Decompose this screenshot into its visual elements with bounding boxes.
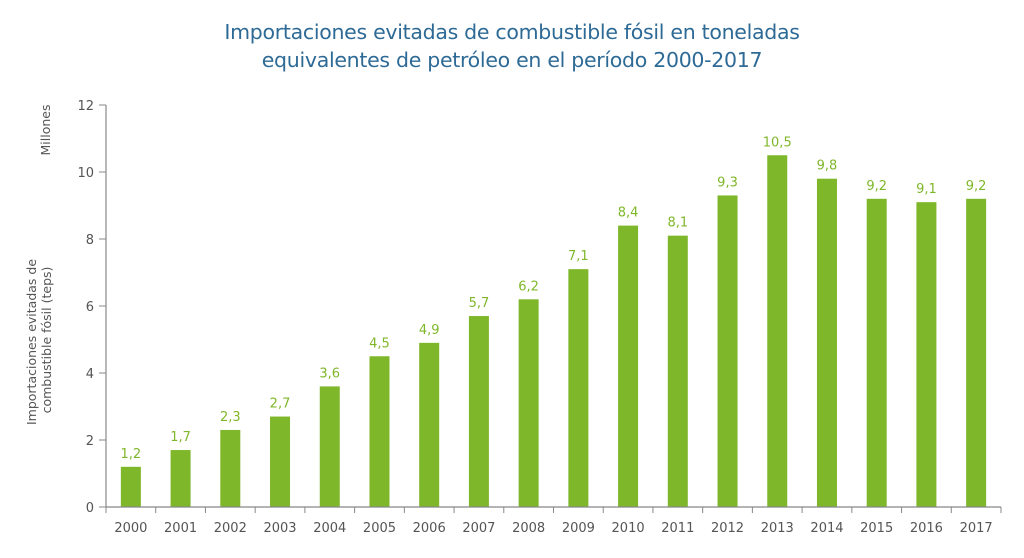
bar-2016 <box>916 202 937 507</box>
data-label-2012: 9,3 <box>717 175 738 190</box>
data-label-2000: 1,2 <box>121 447 142 462</box>
y-tick-label-6: 6 <box>86 300 94 315</box>
data-label-2003: 2,7 <box>270 397 291 412</box>
bar-2008 <box>518 299 539 507</box>
y-axis-title: Importaciones evitadas de combustible fó… <box>24 255 54 425</box>
x-tick-label-2017: 2017 <box>960 521 993 536</box>
bar-2004 <box>319 386 340 507</box>
bar-2013 <box>767 155 788 507</box>
x-tick-label-2012: 2012 <box>711 521 744 536</box>
x-tick-label-2014: 2014 <box>810 521 843 536</box>
data-label-2013: 10,5 <box>763 135 792 150</box>
bar-2017 <box>966 198 987 508</box>
data-label-2001: 1,7 <box>170 430 191 445</box>
data-labels-group: 1,2 1,7 2,3 2,7 3,6 4,5 4,9 5,7 6,2 7,1 8,4 8,1 9,3 1… <box>121 135 987 462</box>
data-label-2014: 9,8 <box>817 159 838 174</box>
x-tick-label-2015: 2015 <box>860 521 893 536</box>
bar-2000 <box>120 466 141 507</box>
data-label-2017: 9,2 <box>966 179 987 194</box>
data-label-2008: 6,2 <box>518 279 539 294</box>
bar-2005 <box>369 356 390 507</box>
x-tick-label-2002: 2002 <box>214 521 247 536</box>
y-axis-title-line-1: Importaciones evitadas de <box>24 259 39 425</box>
data-label-2007: 5,7 <box>469 296 490 311</box>
bar-2011 <box>667 235 688 507</box>
y-unit-label: Millones <box>38 105 53 156</box>
bar-2001 <box>170 450 191 507</box>
data-label-2004: 3,6 <box>319 366 340 381</box>
x-tick-label-2013: 2013 <box>761 521 794 536</box>
bar-2006 <box>419 342 440 507</box>
bar-2009 <box>568 269 589 507</box>
bar-2010 <box>618 225 639 507</box>
x-tick-label-2010: 2010 <box>612 521 645 536</box>
data-label-2011: 8,1 <box>667 216 688 231</box>
x-tick-label-2011: 2011 <box>661 521 694 536</box>
y-tick-label-12: 12 <box>77 99 94 114</box>
y-tick-label-10: 10 <box>77 166 94 181</box>
data-label-2015: 9,2 <box>866 179 887 194</box>
chart-title: Importaciones evitadas de combustible fó… <box>0 18 1024 74</box>
x-tick-label-2008: 2008 <box>512 521 545 536</box>
data-label-2009: 7,1 <box>568 249 589 264</box>
x-tick-label-2004: 2004 <box>313 521 346 536</box>
data-label-2010: 8,4 <box>618 206 639 221</box>
y-tick-label-0: 0 <box>86 501 94 516</box>
bar-2007 <box>468 316 489 507</box>
x-tick-label-2007: 2007 <box>462 521 495 536</box>
y-axis: 0 2 4 6 8 10 12 <box>77 99 107 516</box>
y-tick-label-2: 2 <box>86 434 94 449</box>
y-tick-label-8: 8 <box>86 233 94 248</box>
chart-title-line-2: equivalentes de petróleo en el período 2… <box>261 48 763 72</box>
bar-2003 <box>270 416 291 507</box>
data-label-2016: 9,1 <box>916 182 937 197</box>
chart-title-line-1: Importaciones evitadas de combustible fó… <box>224 20 800 44</box>
x-tick-label-2001: 2001 <box>164 521 197 536</box>
x-tick-label-2016: 2016 <box>910 521 943 536</box>
x-axis: 2000 2001 2002 2003 2004 2005 2006 2007 2008 2009… <box>105 506 1002 536</box>
bars-group <box>120 155 987 508</box>
bar-2002 <box>220 429 241 507</box>
data-label-2005: 4,5 <box>369 336 390 351</box>
data-label-2006: 4,9 <box>419 323 440 338</box>
x-tick-label-2009: 2009 <box>562 521 595 536</box>
x-tick-label-2000: 2000 <box>114 521 147 536</box>
x-tick-label-2003: 2003 <box>263 521 296 536</box>
bar-2014 <box>816 178 837 507</box>
bar-2012 <box>717 195 738 507</box>
x-tick-label-2005: 2005 <box>363 521 396 536</box>
y-tick-label-4: 4 <box>86 367 94 382</box>
data-label-2002: 2,3 <box>220 410 241 425</box>
bar-2015 <box>866 198 887 508</box>
y-axis-title-line-2: combustible fósil (teps) <box>39 267 54 414</box>
x-tick-label-2006: 2006 <box>413 521 446 536</box>
